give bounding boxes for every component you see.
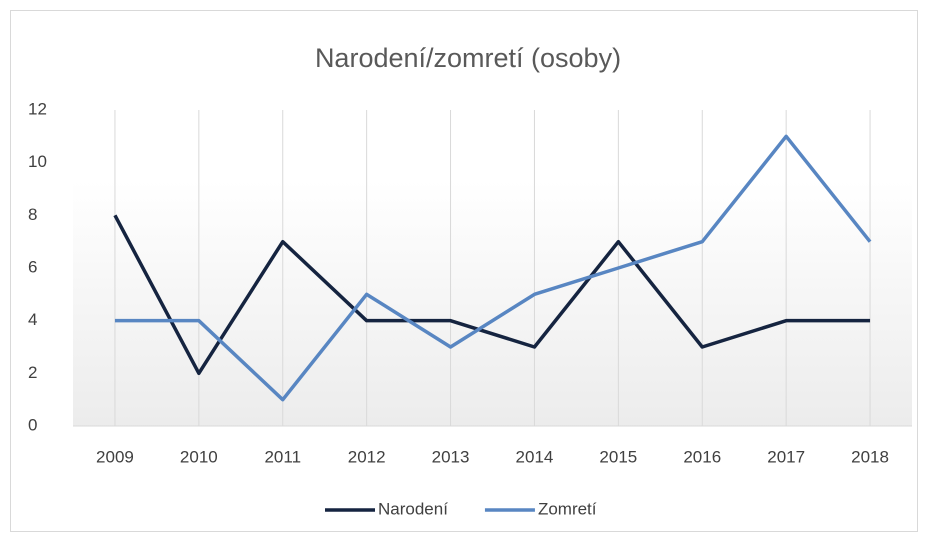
x-tick-label: 2017 bbox=[767, 447, 805, 466]
x-tick-label: 2010 bbox=[180, 447, 218, 466]
y-tick-label: 12 bbox=[28, 99, 47, 118]
x-tick-label: 2016 bbox=[683, 447, 721, 466]
x-tick-label: 2018 bbox=[851, 447, 889, 466]
x-tick-label: 2011 bbox=[264, 447, 301, 466]
y-tick-label: 4 bbox=[28, 310, 37, 329]
plot-background bbox=[73, 180, 912, 426]
y-tick-label: 2 bbox=[28, 363, 37, 382]
x-tick-label: 2014 bbox=[516, 447, 554, 466]
y-tick-label: 6 bbox=[28, 257, 37, 276]
chart-title: Narodení/zomretí (osoby) bbox=[315, 43, 621, 73]
series-line bbox=[113, 214, 871, 376]
legend-label: Narodení bbox=[378, 499, 448, 518]
x-tick-label: 2009 bbox=[96, 447, 134, 466]
y-tick-label: 10 bbox=[28, 152, 47, 171]
y-tick-label: 8 bbox=[28, 205, 37, 224]
x-tick-label: 2015 bbox=[599, 447, 637, 466]
y-tick-label: 0 bbox=[28, 415, 37, 434]
legend-label: Zomretí bbox=[538, 499, 597, 518]
series-line bbox=[114, 134, 872, 402]
x-tick-label: 2013 bbox=[432, 447, 470, 466]
x-tick-label: 2012 bbox=[348, 447, 386, 466]
